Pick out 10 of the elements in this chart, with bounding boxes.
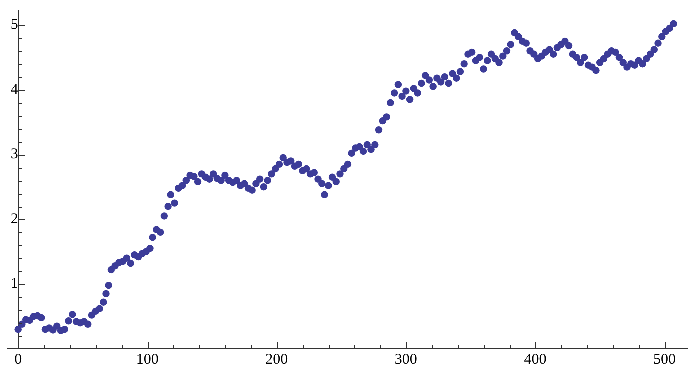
- x-tick-label: 100: [136, 352, 159, 368]
- y-tick-label: 3: [10, 146, 18, 163]
- x-tick-label: 0: [14, 352, 22, 368]
- y-tick-label: 2: [10, 211, 18, 228]
- x-tick-label: 300: [394, 352, 418, 368]
- x-tick-label: 200: [266, 352, 288, 368]
- y-tick-label: 1: [10, 276, 18, 292]
- x-tick-label: 400: [524, 352, 547, 368]
- y-tick-label: 5: [10, 17, 18, 34]
- x-tick-label: 500: [653, 352, 676, 368]
